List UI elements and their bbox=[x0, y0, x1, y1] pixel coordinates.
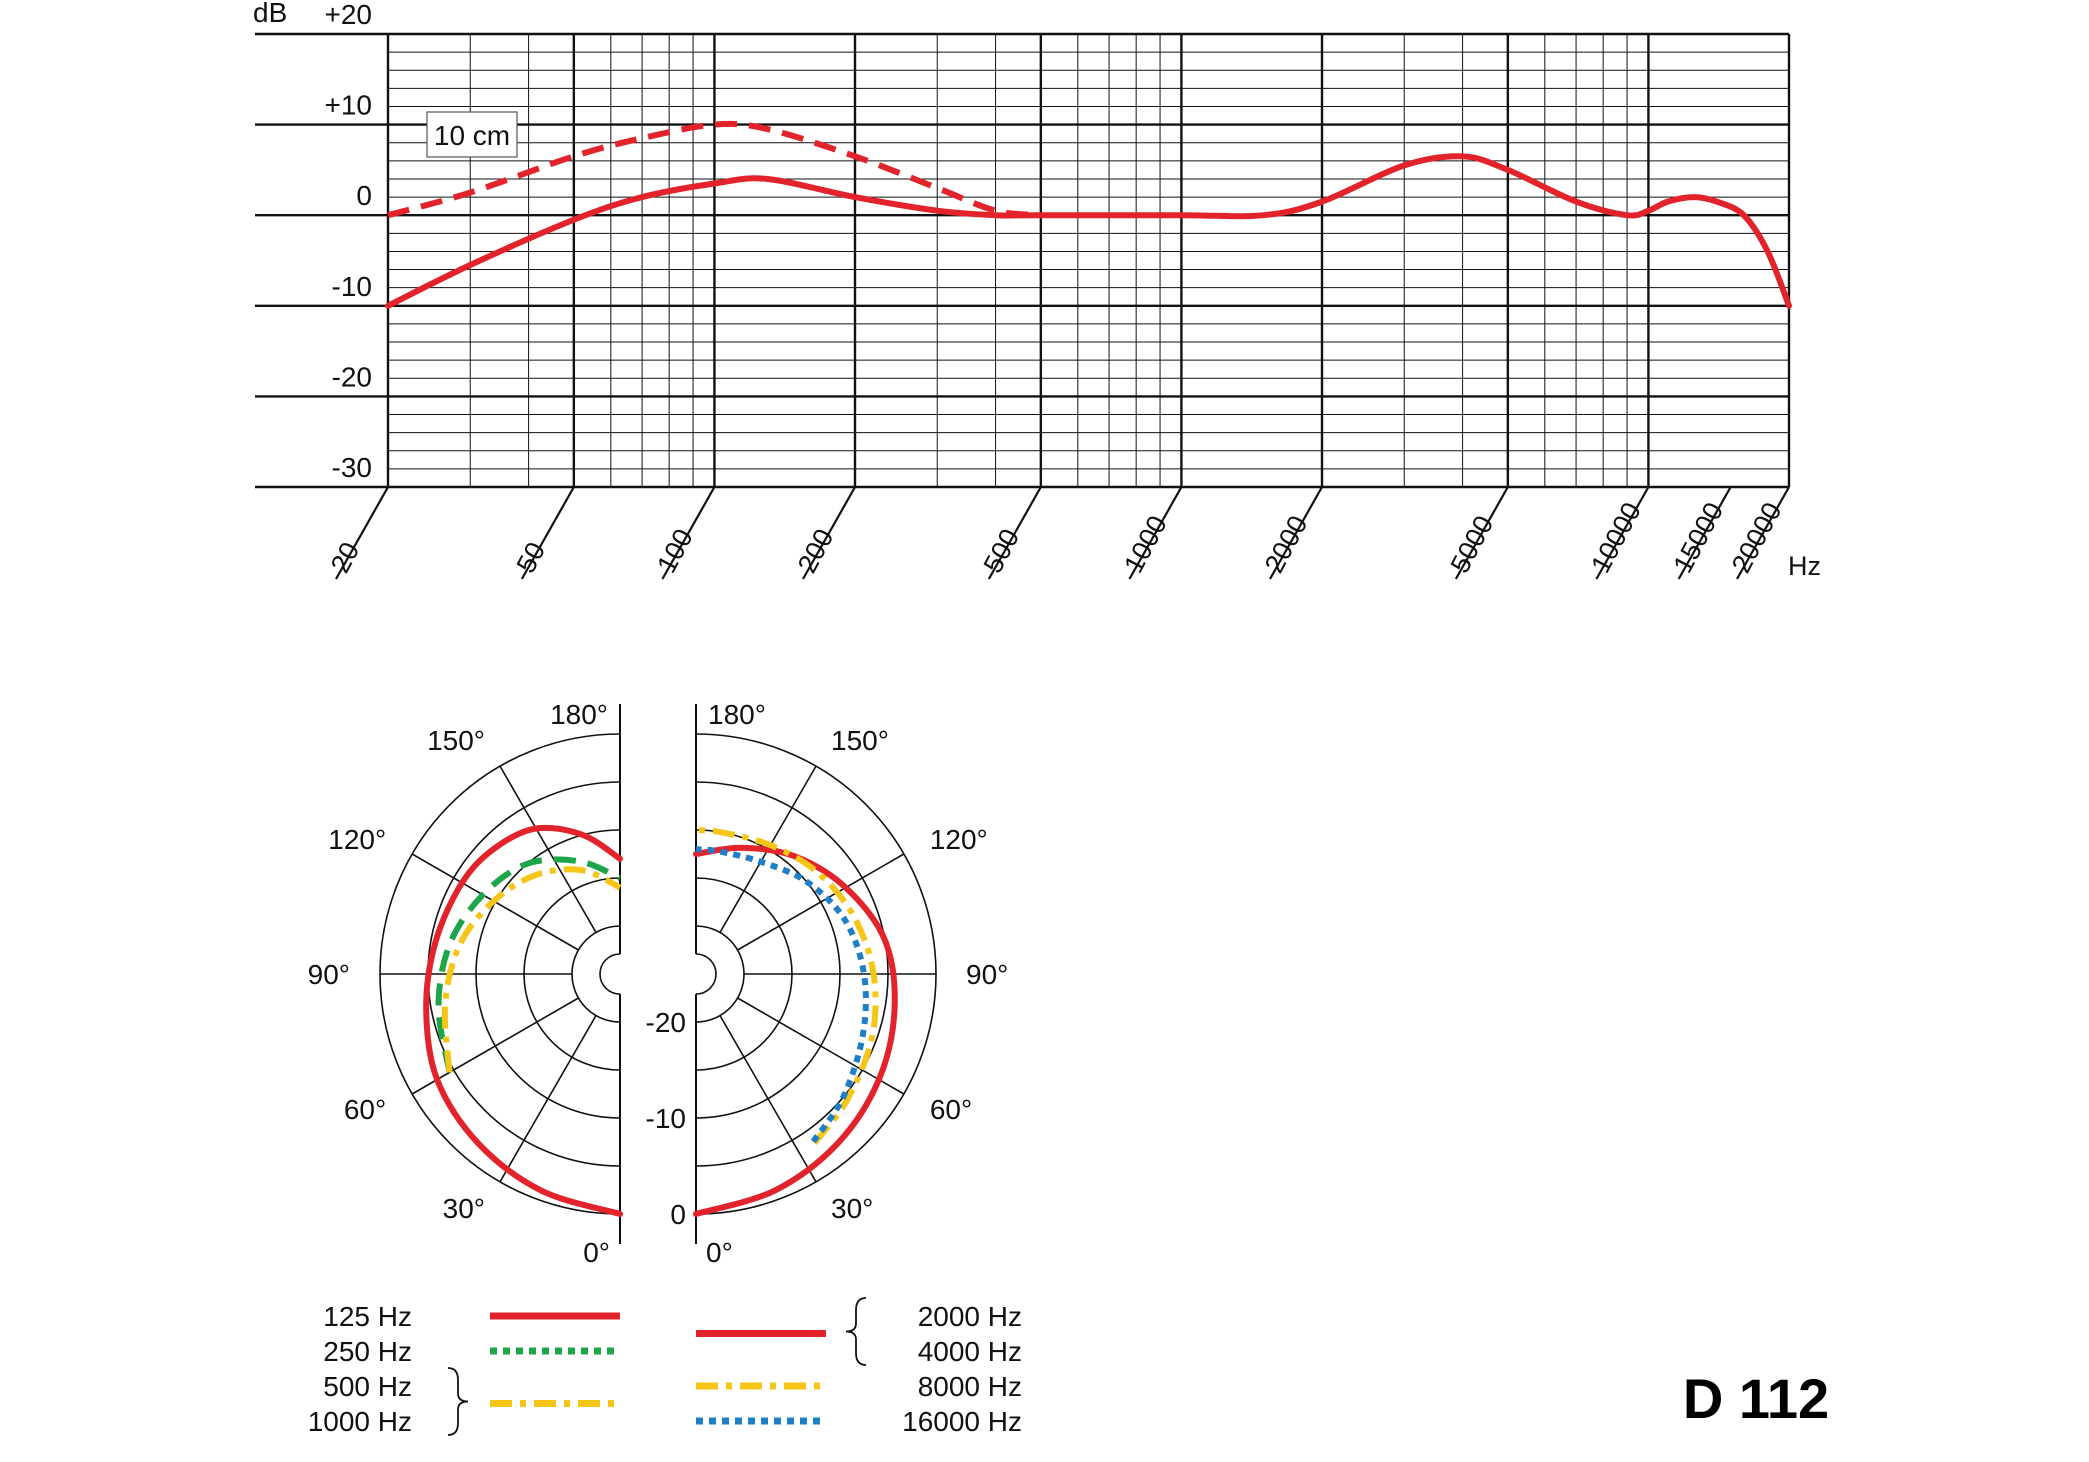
x-tick-stroke bbox=[661, 486, 716, 580]
polar-angle-label: 120° bbox=[328, 824, 386, 855]
polar-right-half bbox=[676, 704, 937, 1244]
legend-label-left: 500 Hz bbox=[323, 1371, 412, 1402]
polar-angle-label: 150° bbox=[427, 725, 485, 756]
polar-center-arc bbox=[695, 953, 717, 995]
x-tick-label: 10000 bbox=[1585, 497, 1647, 577]
y-tick-label: +10 bbox=[325, 90, 373, 121]
x-tick-label: 20 bbox=[325, 537, 366, 578]
polar-center-cutout bbox=[600, 954, 640, 994]
x-tick-stroke bbox=[1128, 486, 1183, 580]
x-tick-stroke bbox=[987, 486, 1042, 580]
polar-spoke bbox=[719, 1015, 817, 1183]
x-tick-stroke bbox=[335, 486, 389, 580]
polar-curve-red-solid bbox=[693, 844, 898, 1217]
polar-center-cutout bbox=[676, 954, 716, 994]
x-tick-stroke bbox=[1269, 486, 1323, 580]
polar-angle-label: 180° bbox=[550, 699, 608, 730]
y-tick-label: -30 bbox=[332, 452, 372, 483]
x-tick-label: 200 bbox=[792, 524, 840, 578]
frequency-response-curve-dashed bbox=[387, 120, 1042, 219]
annotation-label: 10 cm bbox=[434, 120, 510, 151]
frequency-response-series bbox=[385, 120, 1792, 309]
polar-radial-label: -10 bbox=[646, 1103, 686, 1134]
polar-angle-label: 30° bbox=[443, 1193, 485, 1224]
legend-brace bbox=[845, 1297, 867, 1366]
x-tick-label: 1000 bbox=[1118, 511, 1173, 578]
x-tick-stroke bbox=[1595, 486, 1650, 580]
polar-angle-label: 0° bbox=[706, 1237, 733, 1268]
polar-left-half bbox=[379, 704, 640, 1244]
polar-angle-label: 60° bbox=[930, 1094, 972, 1125]
frequency-response-curve-solid bbox=[385, 153, 1792, 309]
legend-label-right: 2000 Hz bbox=[918, 1301, 1022, 1332]
polar-labels: 180° 150° 120° 90° 60° 30° 0° 180° 150° 120° 90° 60… bbox=[308, 699, 1009, 1268]
frequency-response-y-ticks: +20 +10 0 -10 -20 -30 bbox=[325, 0, 373, 483]
x-tick-label: 5000 bbox=[1445, 511, 1500, 578]
x-unit-label: Hz bbox=[1788, 551, 1821, 581]
x-tick-stroke bbox=[802, 486, 856, 580]
polar-radial-label: 0 bbox=[670, 1199, 686, 1230]
model-title: D 112 bbox=[1683, 1367, 1829, 1430]
polar-center-arc bbox=[599, 953, 621, 995]
x-tick-label: 50 bbox=[511, 537, 552, 578]
annotation-box bbox=[426, 111, 518, 158]
x-tick-stroke bbox=[1454, 486, 1509, 580]
x-tick-label: 2000 bbox=[1259, 511, 1314, 578]
polar-curve-yellow-dashdot bbox=[695, 827, 879, 1145]
polar-angle-label: 90° bbox=[966, 959, 1008, 990]
polar-angle-label: 180° bbox=[708, 699, 766, 730]
legend-label-right: 8000 Hz bbox=[918, 1371, 1022, 1402]
legend-label-right: 4000 Hz bbox=[918, 1336, 1022, 1367]
polar-radial-label: -20 bbox=[646, 1007, 686, 1038]
legend-label-left: 125 Hz bbox=[323, 1301, 412, 1332]
polar-curve-green-dashed bbox=[435, 856, 622, 1073]
polar-ring bbox=[695, 925, 745, 1023]
polar-spoke bbox=[499, 1015, 597, 1183]
polar-spoke bbox=[411, 997, 579, 1095]
legend-label-left: 250 Hz bbox=[323, 1336, 412, 1367]
frequency-response-grid bbox=[255, 32, 1791, 580]
y-tick-label: +20 bbox=[325, 0, 373, 30]
x-tick-stroke bbox=[1736, 486, 1790, 580]
polar-spoke bbox=[737, 853, 905, 951]
polar-angle-label: 0° bbox=[583, 1237, 610, 1268]
x-tick-label: 15000 bbox=[1667, 497, 1729, 577]
y-tick-label: -20 bbox=[332, 361, 372, 392]
legend-brace bbox=[447, 1367, 469, 1436]
polar-curve-blue-dotted bbox=[695, 846, 869, 1144]
polar-angle-label: 90° bbox=[308, 959, 350, 990]
annotation-10cm: 10 cm bbox=[426, 111, 518, 158]
polar-angle-label: 60° bbox=[344, 1094, 386, 1125]
polar-angle-label: 30° bbox=[831, 1193, 873, 1224]
polar-spoke bbox=[499, 765, 597, 933]
x-tick-stroke bbox=[520, 486, 575, 580]
polar-ring bbox=[571, 925, 621, 1023]
x-tick-label: 20000 bbox=[1726, 497, 1788, 577]
x-tick-stroke bbox=[1677, 486, 1732, 580]
legend-label-right: 16000 Hz bbox=[902, 1406, 1022, 1437]
polar-spoke bbox=[737, 997, 905, 1095]
y-tick-label: -10 bbox=[332, 271, 372, 302]
polar-angle-label: 120° bbox=[930, 824, 988, 855]
polar-angle-label: 150° bbox=[831, 725, 889, 756]
polar-legend: 125 Hz 250 Hz 500 Hz 1000 Hz 2000 Hz 4000 Hz 8… bbox=[308, 1297, 1022, 1437]
x-tick-label: 500 bbox=[978, 524, 1026, 578]
polar-curve-yellow-dashdot bbox=[441, 866, 622, 1073]
polar-curve-red-solid bbox=[423, 824, 623, 1217]
legend-label-left: 1000 Hz bbox=[308, 1406, 412, 1437]
y-tick-label: 0 bbox=[356, 180, 372, 211]
x-tick-label: 100 bbox=[651, 524, 699, 578]
y-unit-label: dB bbox=[253, 0, 287, 28]
